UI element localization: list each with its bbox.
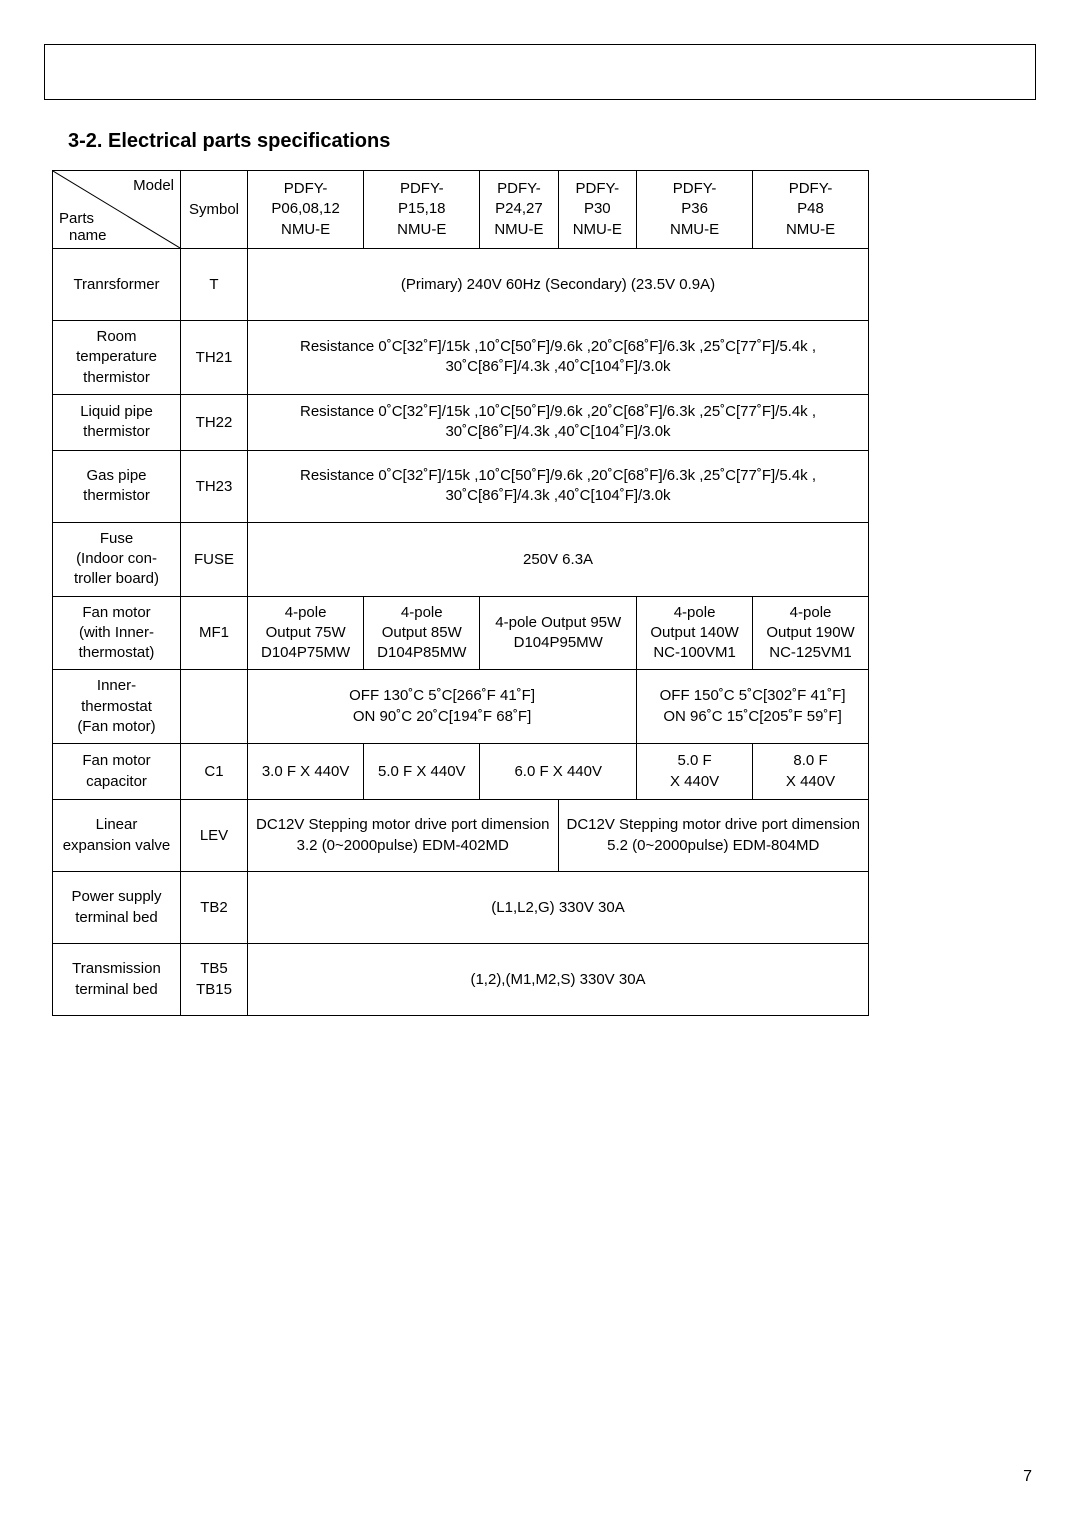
row-transformer: Tranrsformer T (Primary) 240V 60Hz (Seco…	[53, 249, 869, 321]
spec-table: Model Partsname Symbol PDFY- P06,08,12 N…	[52, 170, 869, 1016]
cell-v6: 8.0 F X 440V	[753, 744, 869, 800]
cell-symbol: TH23	[181, 450, 248, 522]
cell-name: Inner- thermostat (Fan motor)	[53, 670, 181, 744]
cell-name: Fan motor capacitor	[53, 744, 181, 800]
row-liquid-pipe: Liquid pipe thermistor TH22 Resistance 0…	[53, 394, 869, 450]
header-parts-label: Partsname	[59, 210, 107, 245]
cell-symbol: TH22	[181, 394, 248, 450]
cell-v5: 4-pole Output 140W NC-100VM1	[637, 596, 753, 670]
cell-v34: 4-pole Output 95W D104P95MW	[480, 596, 637, 670]
cell-symbol: TB2	[181, 872, 248, 944]
header-model-3: PDFY- P30 NMU-E	[558, 171, 637, 249]
cell-value: Resistance 0˚C[32˚F]/15k ,10˚C[50˚F]/9.6…	[248, 450, 869, 522]
cell-name: Linear expansion valve	[53, 800, 181, 872]
row-fan-capacitor: Fan motor capacitor C1 3.0 F X 440V 5.0 …	[53, 744, 869, 800]
cell-v34: 6.0 F X 440V	[480, 744, 637, 800]
cell-left: OFF 130˚C 5˚C[266˚F 41˚F] ON 90˚C 20˚C[1…	[248, 670, 637, 744]
header-model-1: PDFY- P15,18 NMU-E	[364, 171, 480, 249]
section-title: 3-2. Electrical parts specifications	[68, 130, 390, 153]
cell-symbol: MF1	[181, 596, 248, 670]
cell-name: Room temperature thermistor	[53, 321, 181, 395]
cell-v5: 5.0 F X 440V	[637, 744, 753, 800]
row-gas-pipe: Gas pipe thermistor TH23 Resistance 0˚C[…	[53, 450, 869, 522]
cell-symbol	[181, 670, 248, 744]
cell-left: DC12V Stepping motor drive port dimensio…	[248, 800, 558, 872]
cell-v1: 3.0 F X 440V	[248, 744, 364, 800]
cell-name: Transmission terminal bed	[53, 944, 181, 1016]
row-transmission-bed: Transmission terminal bed TB5 TB15 (1,2)…	[53, 944, 869, 1016]
cell-name: Gas pipe thermistor	[53, 450, 181, 522]
header-model-4: PDFY- P36 NMU-E	[637, 171, 753, 249]
cell-right: DC12V Stepping motor drive port dimensio…	[558, 800, 868, 872]
row-power-bed: Power supply terminal bed TB2 (L1,L2,G) …	[53, 872, 869, 944]
cell-value: 250V 6.3A	[248, 522, 869, 596]
header-model-5: PDFY- P48 NMU-E	[753, 171, 869, 249]
row-fan-motor: Fan motor (with Inner- thermostat) MF1 4…	[53, 596, 869, 670]
page-number: 7	[1023, 1468, 1032, 1486]
row-room-temp: Room temperature thermistor TH21 Resista…	[53, 321, 869, 395]
cell-symbol: TB5 TB15	[181, 944, 248, 1016]
cell-right: OFF 150˚C 5˚C[302˚F 41˚F] ON 96˚C 15˚C[2…	[637, 670, 869, 744]
cell-v6: 4-pole Output 190W NC-125VM1	[753, 596, 869, 670]
header-symbol: Symbol	[181, 171, 248, 249]
row-inner-thermostat: Inner- thermostat (Fan motor) OFF 130˚C …	[53, 670, 869, 744]
header-model-2: PDFY- P24,27 NMU-E	[480, 171, 558, 249]
cell-symbol: T	[181, 249, 248, 321]
cell-v2: 4-pole Output 85W D104P85MW	[364, 596, 480, 670]
header-model-0: PDFY- P06,08,12 NMU-E	[248, 171, 364, 249]
row-lev: Linear expansion valve LEV DC12V Steppin…	[53, 800, 869, 872]
cell-symbol: LEV	[181, 800, 248, 872]
table-header-row: Model Partsname Symbol PDFY- P06,08,12 N…	[53, 171, 869, 249]
cell-name: Fan motor (with Inner- thermostat)	[53, 596, 181, 670]
cell-value: Resistance 0˚C[32˚F]/15k ,10˚C[50˚F]/9.6…	[248, 394, 869, 450]
cell-symbol: TH21	[181, 321, 248, 395]
cell-name: Liquid pipe thermistor	[53, 394, 181, 450]
header-corner-cell: Model Partsname	[53, 171, 181, 249]
cell-value: (Primary) 240V 60Hz (Secondary) (23.5V 0…	[248, 249, 869, 321]
page-top-box	[44, 44, 1036, 100]
cell-value: Resistance 0˚C[32˚F]/15k ,10˚C[50˚F]/9.6…	[248, 321, 869, 395]
header-model-label: Model	[133, 177, 174, 194]
cell-v1: 4-pole Output 75W D104P75MW	[248, 596, 364, 670]
cell-symbol: C1	[181, 744, 248, 800]
cell-name: Power supply terminal bed	[53, 872, 181, 944]
cell-name: Tranrsformer	[53, 249, 181, 321]
cell-name: Fuse (Indoor con- troller board)	[53, 522, 181, 596]
cell-value: (L1,L2,G) 330V 30A	[248, 872, 869, 944]
row-fuse: Fuse (Indoor con- troller board) FUSE 25…	[53, 522, 869, 596]
cell-v2: 5.0 F X 440V	[364, 744, 480, 800]
cell-value: (1,2),(M1,M2,S) 330V 30A	[248, 944, 869, 1016]
cell-symbol: FUSE	[181, 522, 248, 596]
